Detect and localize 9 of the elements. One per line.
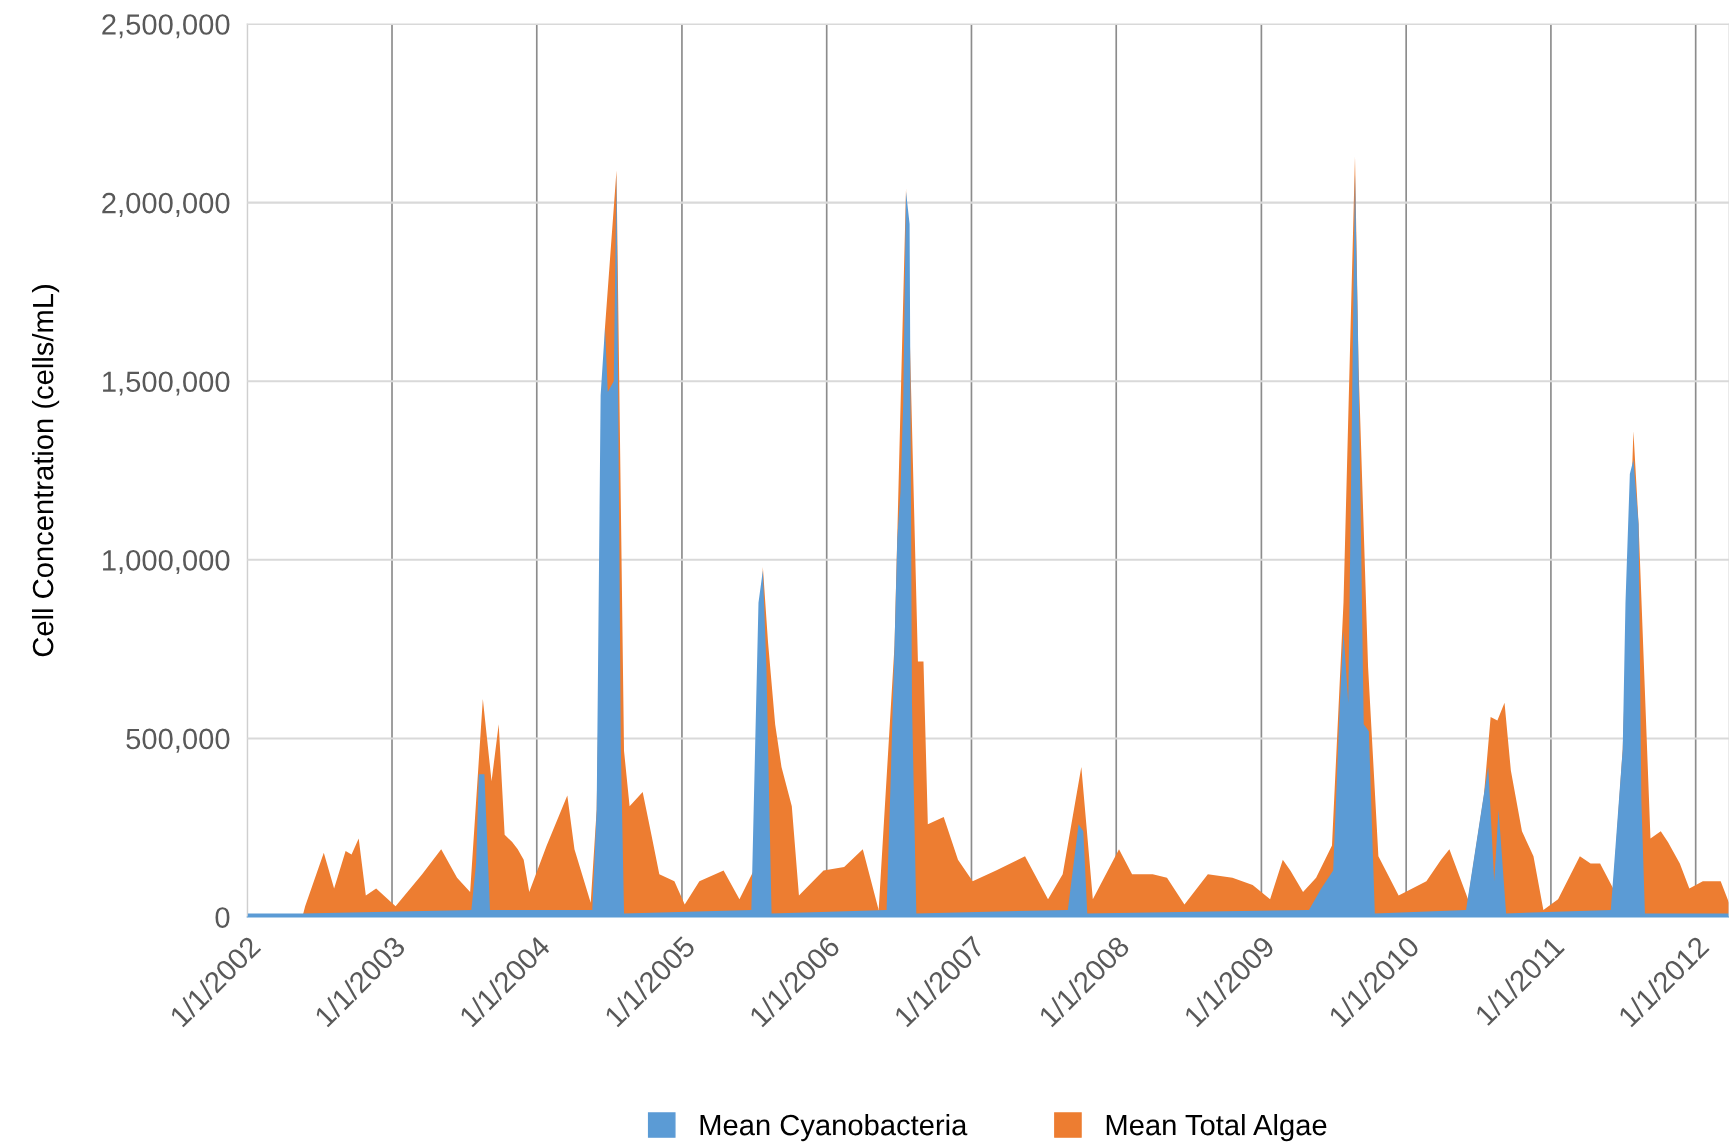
y-tick-label: 0	[215, 907, 230, 928]
y-tick-label: 1,000,000	[103, 550, 230, 575]
y-axis-title: Cell Concentration (cells/mL)	[31, 285, 60, 657]
y-tick-label: 1,500,000	[103, 371, 230, 396]
y-tick-label: 500,000	[126, 728, 230, 753]
y-tick-label: 2,000,000	[102, 192, 230, 217]
legend-label: Mean Total Algae	[1106, 1113, 1327, 1142]
legend-label: Mean Cyanobacteria	[700, 1113, 968, 1142]
y-tick-label: 2,500,000	[102, 14, 230, 39]
